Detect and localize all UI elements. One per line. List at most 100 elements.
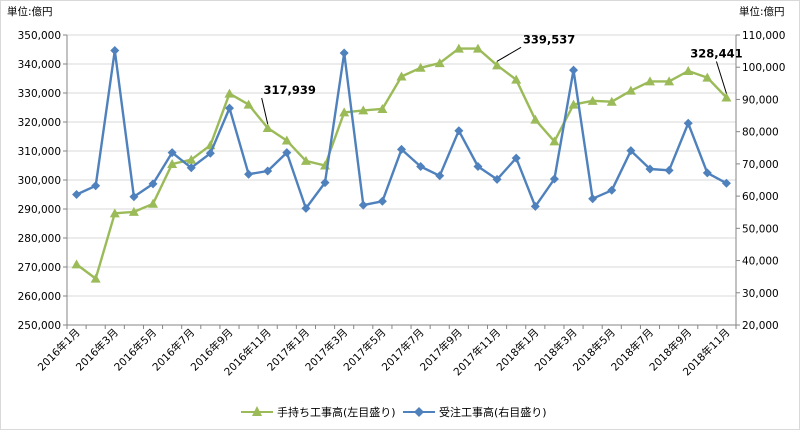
diamond-marker xyxy=(339,48,349,58)
diamond-marker xyxy=(282,148,292,158)
diamond-marker xyxy=(626,146,636,156)
diamond-marker xyxy=(454,126,464,136)
left-tick-label: 290,000 xyxy=(18,204,61,216)
triangle-marker xyxy=(453,43,464,53)
triangle-marker xyxy=(492,60,503,70)
diamond-marker xyxy=(588,194,598,204)
legend-diamond-marker xyxy=(414,407,424,417)
series-layer xyxy=(71,43,732,283)
annotation-label: 317,939 xyxy=(264,83,316,97)
left-tick-label: 330,000 xyxy=(18,88,61,100)
gridlines xyxy=(67,34,736,326)
triangle-marker xyxy=(128,206,139,216)
diamond-marker xyxy=(167,148,177,158)
triangle-marker xyxy=(683,65,694,75)
triangle-marker xyxy=(186,154,197,164)
triangle-marker xyxy=(434,58,445,68)
left-axis-ticks: 250,000 260,000 270,000 280,000 290,000 300,0… xyxy=(18,30,61,332)
annotation-label: 339,537 xyxy=(523,32,575,46)
diamond-marker xyxy=(358,200,368,210)
diamond-marker xyxy=(91,181,101,191)
axes xyxy=(63,34,740,329)
diamond-marker xyxy=(569,65,579,75)
triangle-marker xyxy=(109,208,120,218)
triangle-marker xyxy=(377,103,388,113)
diamond-marker xyxy=(72,190,82,199)
annotation-leader xyxy=(496,46,522,62)
diamond-marker xyxy=(645,164,655,174)
diamond-marker xyxy=(263,166,273,176)
diamond-marker xyxy=(492,174,502,184)
right-tick-label: 90,000 xyxy=(742,94,779,106)
diamond-marker xyxy=(129,192,139,202)
right-tick-label: 60,000 xyxy=(742,191,779,203)
right-tick-label: 80,000 xyxy=(742,127,779,139)
triangle-marker xyxy=(167,159,178,169)
triangle-marker xyxy=(262,122,273,132)
right-tick-label: 40,000 xyxy=(742,256,779,268)
annotation-leader xyxy=(261,97,269,125)
left-tick-label: 320,000 xyxy=(18,117,61,129)
triangle-marker xyxy=(281,135,292,145)
diamond-marker xyxy=(683,118,693,128)
annotation-label: 328,441 xyxy=(690,47,742,61)
diamond-marker xyxy=(416,161,426,171)
diamond-marker xyxy=(702,168,712,178)
diamond-marker xyxy=(397,144,406,154)
left-tick-label: 280,000 xyxy=(18,233,61,245)
left-tick-label: 310,000 xyxy=(18,146,61,158)
x-axis-ticks: 2016年1月2016年3月2016年5月2016年7月2016年9月2016年… xyxy=(35,326,733,378)
left-tick-label: 260,000 xyxy=(18,291,61,303)
triangle-marker xyxy=(90,273,101,283)
diamond-marker xyxy=(301,203,311,213)
triangle-marker xyxy=(148,198,159,208)
triangle-marker xyxy=(358,105,369,115)
right-tick-label: 20,000 xyxy=(742,320,779,332)
diamond-marker xyxy=(186,163,196,173)
triangle-marker xyxy=(300,155,311,165)
triangle-marker xyxy=(664,76,675,86)
triangle-marker xyxy=(587,95,598,105)
diamond-marker xyxy=(607,185,617,195)
right-axis-ticks: 20,000 30,000 40,000 50,000 60,000 70,000 80,0… xyxy=(742,30,785,332)
diamond-marker xyxy=(473,161,483,171)
right-tick-label: 70,000 xyxy=(742,159,779,171)
diamond-marker xyxy=(549,174,559,184)
annotation-leader xyxy=(715,61,727,94)
left-unit-label: 単位:億円 xyxy=(7,5,53,18)
diamond-marker xyxy=(244,169,254,179)
triangle-marker xyxy=(721,92,732,102)
triangle-marker xyxy=(702,72,713,82)
triangle-marker xyxy=(472,43,483,53)
diamond-marker xyxy=(224,103,234,113)
annotations: 317,939 339,537 328,441 xyxy=(261,32,743,125)
left-tick-label: 340,000 xyxy=(18,59,61,71)
triangle-marker xyxy=(415,62,426,72)
triangle-marker xyxy=(224,88,235,98)
legend-triangle-marker xyxy=(252,406,262,416)
left-tick-label: 250,000 xyxy=(18,320,61,332)
triangle-marker xyxy=(530,114,541,124)
diamond-marker xyxy=(664,165,674,175)
diamond-marker xyxy=(320,178,330,188)
diamond-marker xyxy=(530,201,540,211)
diamond-marker xyxy=(110,45,120,55)
triangle-marker xyxy=(606,96,617,106)
diamond-marker xyxy=(721,178,731,188)
triangle-marker xyxy=(568,99,579,109)
triangle-marker xyxy=(511,74,522,84)
triangle-marker xyxy=(625,85,636,95)
diamond-marker xyxy=(205,148,215,158)
left-tick-label: 350,000 xyxy=(18,30,61,42)
diamond-marker xyxy=(511,153,521,163)
legend: 手持ち工事高(左目盛り) 受注工事高(右目盛り) xyxy=(241,405,547,419)
right-tick-label: 30,000 xyxy=(742,288,779,300)
triangle-marker xyxy=(71,259,82,269)
right-tick-label: 110,000 xyxy=(742,30,785,42)
triangle-marker xyxy=(396,71,407,81)
right-unit-label: 単位:億円 xyxy=(739,5,785,18)
triangle-marker xyxy=(339,107,350,117)
diamond-marker xyxy=(148,179,158,189)
